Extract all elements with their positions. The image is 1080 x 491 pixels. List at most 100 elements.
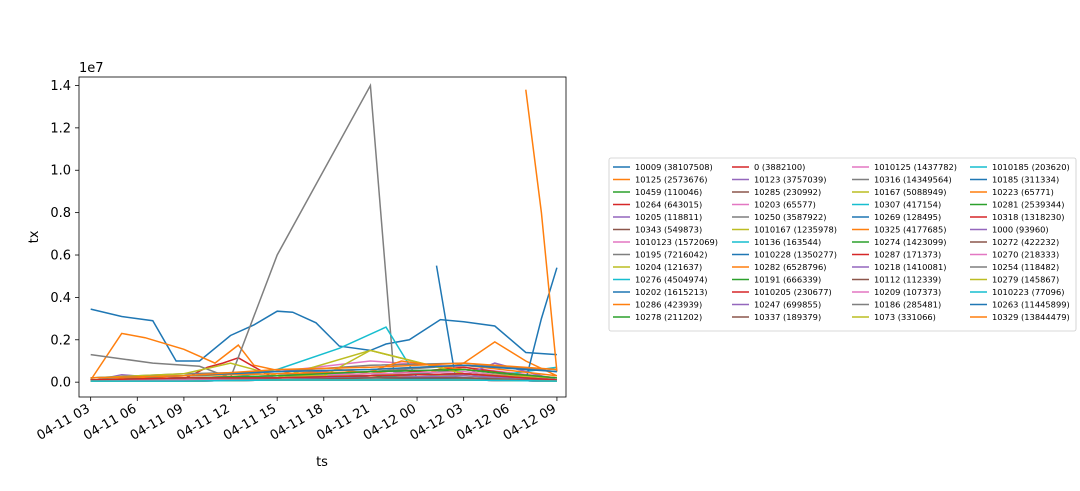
- legend-item: 10167 (5088949): [852, 187, 946, 197]
- legend-item: 10307 (417154): [852, 200, 941, 210]
- legend-item: 10287 (171373): [852, 250, 941, 260]
- legend-label: 10459 (110046): [635, 187, 702, 197]
- series-line: [90, 362, 557, 379]
- legend-item: 10185 (311334): [970, 175, 1059, 185]
- legend-label: 10282 (6528796): [754, 262, 826, 272]
- legend-item: 10325 (4177685): [852, 225, 946, 235]
- legend-label: 10343 (549873): [635, 225, 702, 235]
- legend-label: 10202 (1615213): [635, 287, 707, 297]
- legend-label: 10203 (65577): [754, 200, 816, 210]
- legend-item: 10254 (118482): [970, 262, 1059, 272]
- legend-label: 10272 (422232): [992, 237, 1059, 247]
- legend-item: 10270 (218333): [970, 250, 1059, 260]
- legend-label: 10185 (311334): [992, 175, 1059, 185]
- legend-item: 10278 (211202): [613, 312, 702, 322]
- legend-label: 10276 (4504974): [635, 275, 707, 285]
- legend-label: 10186 (285481): [874, 300, 941, 310]
- legend-label: 10274 (1423099): [874, 237, 946, 247]
- legend-label: 10125 (2573676): [635, 175, 707, 185]
- legend-item: 1073 (331066): [852, 312, 936, 322]
- legend-label: 10269 (128495): [874, 212, 941, 222]
- legend-label: 10191 (666339): [754, 275, 821, 285]
- legend-item: 1010185 (203620): [970, 162, 1070, 172]
- legend-label: 10281 (2539344): [992, 200, 1064, 210]
- series-line: [90, 379, 557, 382]
- legend-label: 10167 (5088949): [874, 187, 946, 197]
- legend-item: 10209 (107373): [852, 287, 941, 297]
- legend-item: 10205 (118811): [613, 212, 702, 222]
- legend-label: 10223 (65771): [992, 187, 1054, 197]
- legend-label: 10263 (11445899): [992, 300, 1070, 310]
- legend-item: 10125 (2573676): [613, 175, 707, 185]
- legend-label: 10285 (230992): [754, 187, 821, 197]
- y-tick-label: 0.2: [50, 333, 71, 348]
- legend-label: 10195 (7216042): [635, 250, 707, 260]
- series-line: [90, 82, 557, 381]
- legend-label: 10307 (417154): [874, 200, 941, 210]
- legend-label: 1010228 (1350277): [754, 250, 837, 260]
- legend-label: 10278 (211202): [635, 312, 702, 322]
- legend-label: 10264 (643015): [635, 200, 702, 210]
- legend-label: 1010223 (77096): [992, 287, 1064, 297]
- legend-item: 10276 (4504974): [613, 275, 707, 285]
- legend-item: 10269 (128495): [852, 212, 941, 222]
- legend-item: 1010123 (1572069): [613, 237, 718, 247]
- y-tick-label: 1.4: [50, 79, 71, 94]
- legend-item: 10316 (14349564): [852, 175, 952, 185]
- legend-label: 10316 (14349564): [874, 175, 952, 185]
- axes-frame: [78, 76, 567, 398]
- legend-label: 1000 (93960): [992, 225, 1049, 235]
- x-tick-label: 04-12 09: [501, 401, 559, 443]
- legend-label: 10337 (189379): [754, 312, 821, 322]
- legend-box: [608, 157, 1077, 332]
- legend-item: 0 (3882100): [732, 162, 805, 172]
- y-axis-ticks: 0.0 0.2 0.4 0.6 0.8 1.0 1.2 1.4: [50, 79, 79, 391]
- legend-item: 1000 (93960): [970, 225, 1049, 235]
- y-tick-label: 0.0: [50, 376, 71, 391]
- legend-item: 10112 (112339): [852, 275, 941, 285]
- legend-item: 10264 (643015): [613, 200, 702, 210]
- legend-item: 10343 (549873): [613, 225, 702, 235]
- legend-label: 10123 (3757039): [754, 175, 826, 185]
- legend-item: 10282 (6528796): [732, 262, 826, 272]
- legend-label: 10112 (112339): [874, 275, 941, 285]
- y-tick-label: 0.8: [50, 206, 71, 221]
- legend-item: 10136 (163544): [732, 237, 821, 247]
- y-tick-label: 0.4: [50, 291, 71, 306]
- legend-item: 10123 (3757039): [732, 175, 826, 185]
- legend-item: 10272 (422232): [970, 237, 1059, 247]
- legend-item: 10318 (1318230): [970, 212, 1064, 222]
- legend-label: 10279 (145867): [992, 275, 1059, 285]
- legend-label: 10250 (3587922): [754, 212, 826, 222]
- legend-item: 10191 (666339): [732, 275, 821, 285]
- legend-item: 1010205 (230677): [732, 287, 832, 297]
- legend-item: 10274 (1423099): [852, 237, 946, 247]
- legend-label: 10204 (121637): [635, 262, 702, 272]
- y-tick-label: 1.2: [50, 121, 71, 136]
- legend-label: 10286 (423939): [635, 300, 702, 310]
- legend-item: 10459 (110046): [613, 187, 702, 197]
- legend-label: 1010123 (1572069): [635, 237, 718, 247]
- legend-label: 10329 (13844479): [992, 312, 1070, 322]
- legend-label: 10287 (171373): [874, 250, 941, 260]
- legend-label: 10270 (218333): [992, 250, 1059, 260]
- series-line: [90, 308, 557, 362]
- legend-label: 1010125 (1437782): [874, 162, 957, 172]
- legend-item: 10195 (7216042): [613, 250, 707, 260]
- series-line: [525, 89, 558, 372]
- legend-item: 10279 (145867): [970, 275, 1059, 285]
- legend-label: 10136 (163544): [754, 237, 821, 247]
- legend-item: 1010125 (1437782): [852, 162, 957, 172]
- legend-item: 10286 (423939): [613, 300, 702, 310]
- legend-item: 10186 (285481): [852, 300, 941, 310]
- legend-label: 1073 (331066): [874, 312, 936, 322]
- legend-item: 10218 (1410081): [852, 262, 946, 272]
- legend-item: 10247 (699855): [732, 300, 821, 310]
- legend-item: 10202 (1615213): [613, 287, 707, 297]
- legend-label: 1010205 (230677): [754, 287, 832, 297]
- legend-item: 1010228 (1350277): [732, 250, 837, 260]
- legend-label: 10009 (38107508): [635, 162, 713, 172]
- legend-item: 10203 (65577): [732, 200, 816, 210]
